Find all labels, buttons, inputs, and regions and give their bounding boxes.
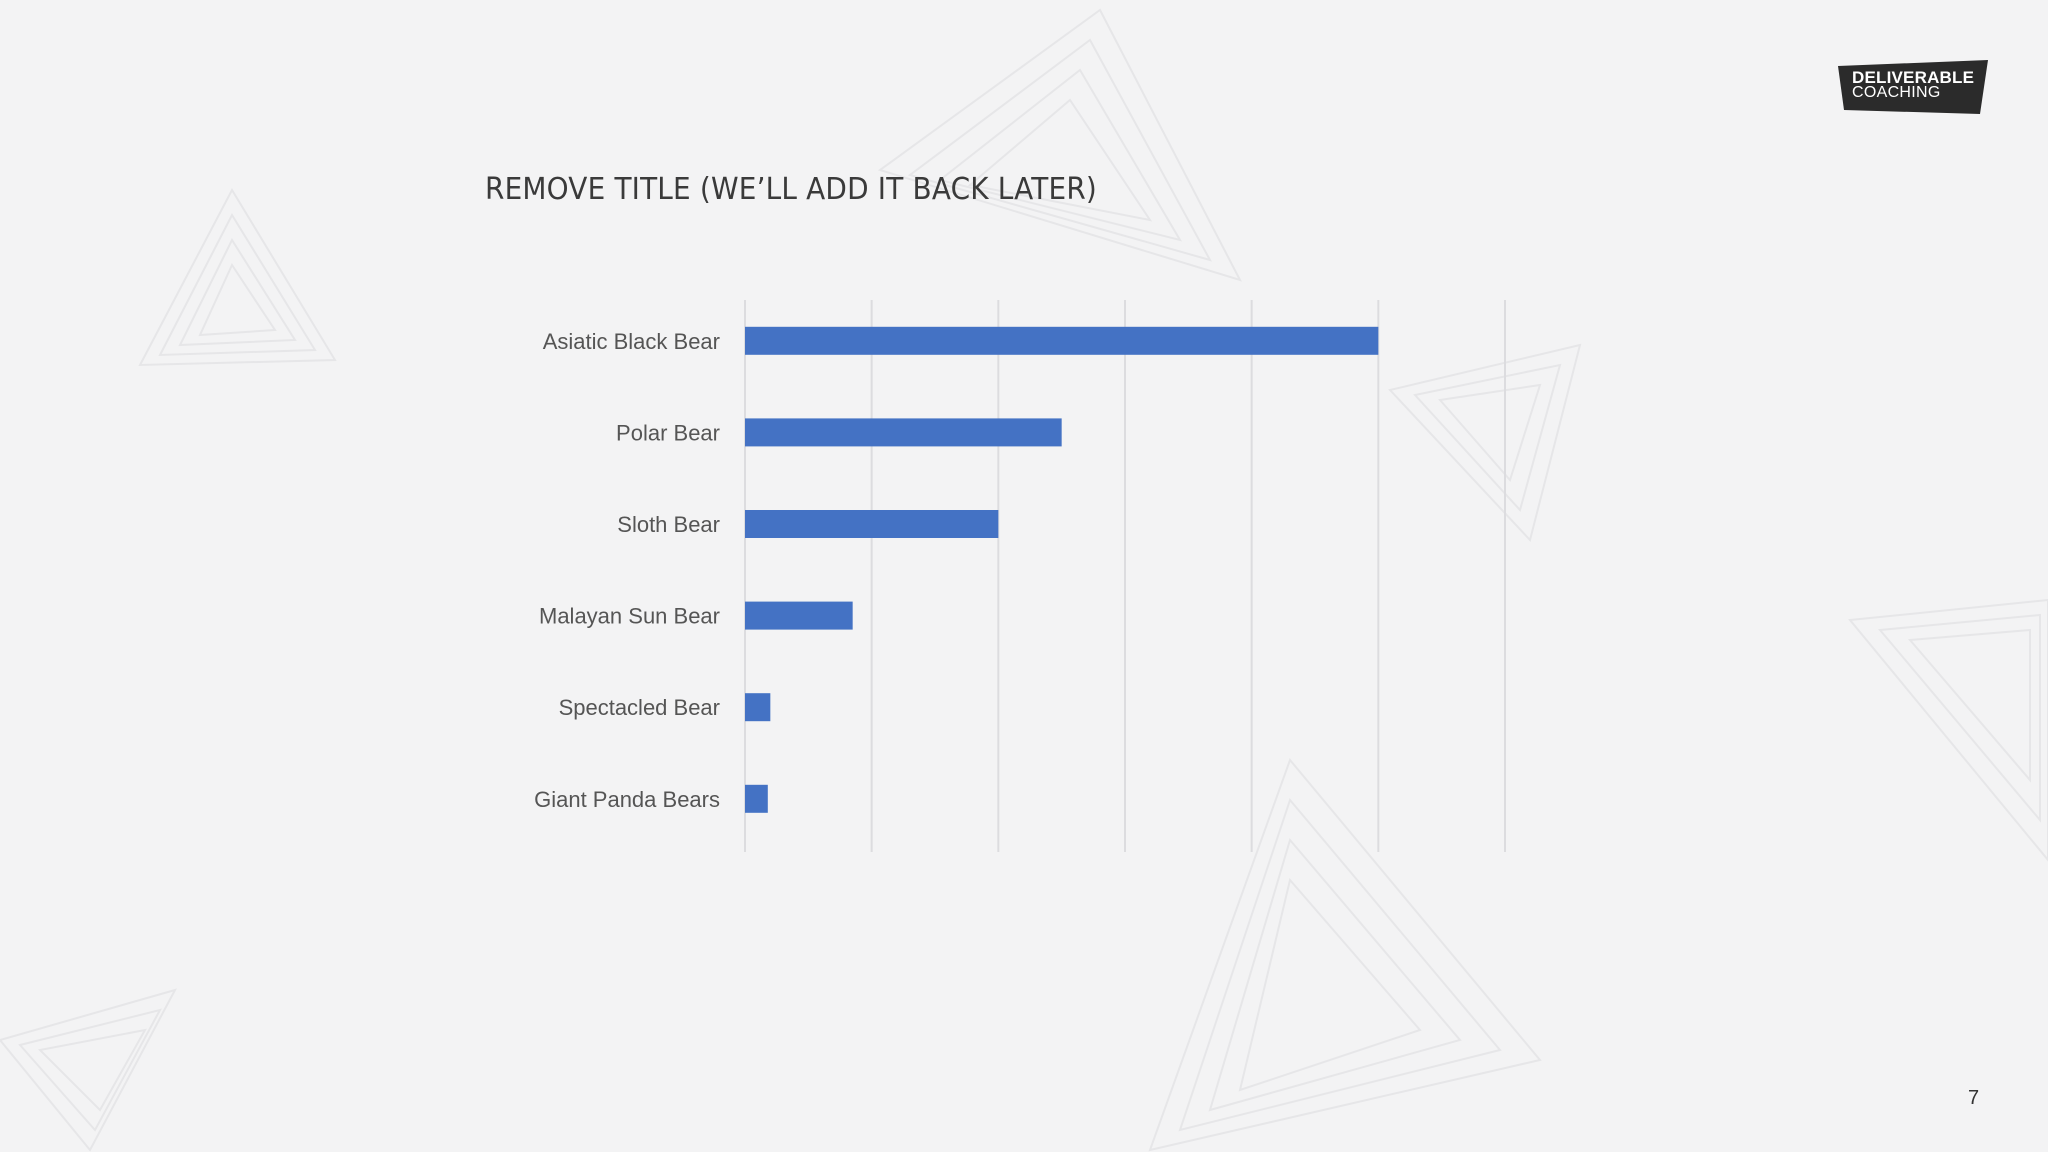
category-label: Malayan Sun Bear <box>539 604 720 629</box>
logo-line1: DELIVERABLE <box>1852 68 1975 87</box>
bar <box>745 601 853 630</box>
logo: DELIVERABLE COACHING <box>1852 68 1975 101</box>
category-label: Sloth Bear <box>617 512 720 537</box>
category-label: Asiatic Black Bear <box>543 329 720 354</box>
bar <box>745 326 1379 355</box>
bar <box>745 418 1062 447</box>
bar <box>745 784 768 813</box>
label-layer: Asiatic Black Bear Polar Bear Sloth Bear Ma… <box>534 329 720 812</box>
bar <box>745 693 771 722</box>
bar <box>745 510 999 538</box>
slide-title: REMOVE TITLE (WE’LL ADD IT BACK LATER) <box>485 172 1097 207</box>
category-label: Spectacled Bear <box>559 695 720 720</box>
grid-layer <box>744 300 1506 852</box>
logo-shape <box>1838 60 1988 114</box>
category-label: Polar Bear <box>616 420 720 445</box>
bar-layer <box>745 326 1379 813</box>
logo-badge <box>1838 60 1988 114</box>
page-number: 7 <box>1968 1087 1980 1109</box>
logo-line2: COACHING <box>1852 84 1941 101</box>
category-label: Giant Panda Bears <box>534 787 720 812</box>
